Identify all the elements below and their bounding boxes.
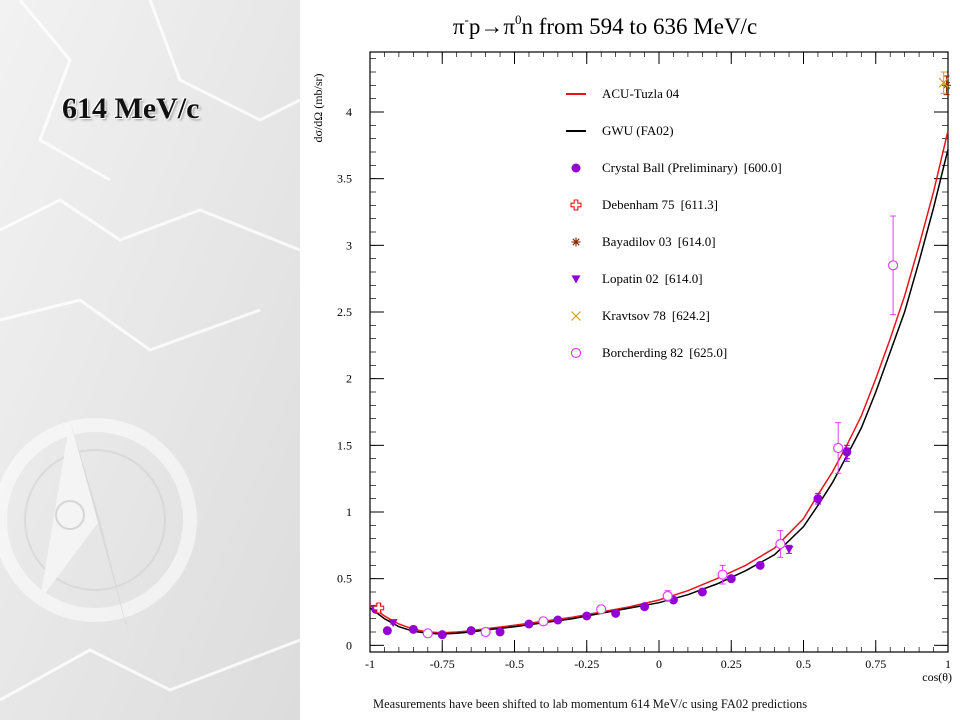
point-series-5 [887,260,899,271]
point-series-0 [640,602,650,612]
chart-panel: π-p→π0n from 594 to 636 MeV/c dσ/dΩ (mb/… [300,0,960,720]
y-tick-label: 3.5 [337,172,352,186]
chart-footnote: Measurements have been shifted to lab mo… [373,697,808,711]
x-axis-label: cos(θ) [922,670,952,684]
legend-marker-swatch [571,237,581,247]
chart-title: π-p→π0n from 594 to 636 MeV/c [453,12,757,39]
point-series-3 [388,619,398,628]
legend-entry: Bayadilov 03 [614.0] [602,234,716,249]
x-tick-label: -0.25 [574,657,599,671]
legend-marker-swatch [571,311,581,321]
x-tick-label: -0.5 [505,657,524,671]
point-series-0 [466,626,476,636]
background-compass-decoration [0,0,300,720]
point-series-0 [382,626,392,636]
legend: ACU-Tuzla 04 GWU (FA02) Crystal Ball (Prel… [566,86,782,360]
point-series-0 [697,587,707,597]
curve-1 [369,149,949,635]
legend-entry: Debenham 75 [611.3] [602,197,718,212]
axis-tick-labels: -1 -0.75 -0.5 -0.25 0 0.25 0.5 0.75 1 0 0.5 1 1.5 2 2.… [337,105,951,671]
point-series-0 [524,619,534,629]
x-tick-label: -1 [365,657,375,671]
point-series-5 [833,442,844,454]
compass-rose-icon [0,418,197,640]
point-series-5 [596,604,607,615]
point-series-0 [437,630,447,640]
legend-entry: Lopatin 02 [614.0] [602,271,703,286]
point-series-3 [784,545,794,554]
legend-entry: Kravtsov 78 [624.2] [602,308,710,323]
legend-entry: Crystal Ball (Preliminary) [600.0] [602,160,782,175]
point-series-5 [775,538,786,550]
y-tick-label: 3 [346,238,352,252]
point-series-0 [755,560,765,570]
y-tick-label: 2 [346,372,352,386]
legend-entry: Borcherding 82 [625.0] [602,345,727,360]
point-series-0 [582,611,592,621]
legend-marker-swatch [570,347,582,359]
y-tick-label: 1.5 [337,438,352,452]
point-series-4 [938,77,949,88]
cross-section-chart: π-p→π0n from 594 to 636 MeV/c dσ/dΩ (mb/… [311,12,952,684]
x-tick-label: -0.75 [430,657,455,671]
y-tick-label: 0 [346,638,352,652]
data-points [371,71,952,640]
slide-title: 614 MeV/c [62,92,200,125]
point-series-5 [422,628,433,639]
point-series-5 [662,590,673,602]
y-tick-label: 4 [346,105,352,119]
x-tick-label: 1 [945,657,951,671]
y-tick-label: 0.5 [337,572,352,586]
point-series-1 [373,602,385,614]
x-tick-label: 0.75 [865,657,886,671]
y-tick-label: 1 [346,505,352,519]
axis-ticks [369,52,949,652]
legend-marker-swatch [571,163,581,173]
point-series-0 [495,627,505,637]
x-tick-label: 0.5 [796,657,811,671]
y-axis-label: dσ/dΩ (mb/sr) [311,73,325,142]
point-series-5 [480,626,491,638]
x-tick-label: 0.25 [721,657,742,671]
legend-entry: ACU-Tuzla 04 [602,86,680,101]
legend-marker-swatch [571,275,581,284]
point-series-0 [408,624,418,634]
y-tick-label: 2.5 [337,305,352,319]
point-series-0 [553,615,563,625]
point-series-3 [842,451,852,460]
point-series-5 [717,569,728,580]
x-tick-label: 0 [656,657,662,671]
point-series-0 [611,608,621,618]
point-series-0 [813,494,823,504]
legend-marker-swatch [570,199,582,211]
point-series-5 [538,616,549,627]
point-series-0 [726,574,736,584]
legend-entry: GWU (FA02) [602,123,674,138]
